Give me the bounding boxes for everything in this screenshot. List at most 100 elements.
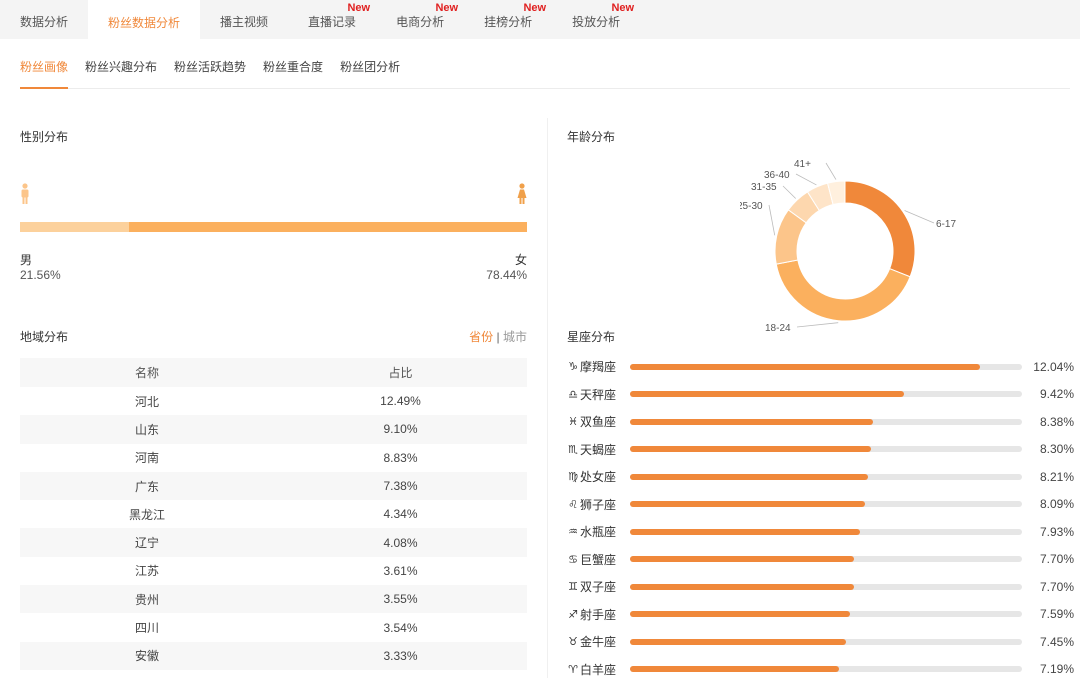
zodiac-icon: ♋ — [568, 553, 578, 566]
table-row: 广东 7.38% — [20, 471, 527, 501]
subtab-fans-club[interactable]: 粉丝团分析 — [340, 60, 401, 74]
zodiac-icon: ♐ — [568, 608, 578, 621]
zodiac-bar-fill — [630, 446, 871, 453]
zodiac-icon: ♑ — [568, 361, 578, 374]
zodiac-bar-track — [630, 446, 1022, 453]
zodiac-row: ♍ 处女座 8.21% — [567, 463, 1077, 491]
cell-name: 江苏 — [134, 564, 159, 579]
subtab-fans-activity[interactable]: 粉丝活跃趋势 — [174, 60, 247, 74]
tab-label: 挂榜分析 — [484, 15, 533, 29]
tab-creator-videos[interactable]: 播主视频 — [200, 0, 288, 39]
zodiac-bar-fill — [630, 611, 851, 618]
zodiac-list: ♑ 摩羯座 12.04% ♎ 天秤座 9.42% ♓ 双鱼座 8.38% ♏ 天蝎座 8.30% ♍ 处女… — [567, 353, 1077, 683]
donut-leader-line — [782, 185, 796, 199]
cell-name: 辽宁 — [134, 536, 159, 551]
donut-label: 31-35 — [751, 182, 777, 193]
zodiac-value: 12.04% — [1033, 359, 1074, 374]
tab-label: 直播记录 — [308, 15, 357, 29]
cell-ratio: 9.10% — [383, 422, 418, 437]
toggle-city[interactable]: 城市 — [502, 330, 527, 344]
zodiac-row: ♎ 天秤座 9.42% — [567, 381, 1077, 409]
donut-slice-18-24[interactable] — [775, 259, 911, 322]
zodiac-icon: ♏ — [568, 443, 578, 456]
zodiac-value: 8.38% — [1039, 414, 1074, 429]
new-badge: New — [523, 2, 547, 14]
age-title: 年龄分布 — [567, 130, 616, 144]
female-bar-segment — [129, 222, 527, 232]
zodiac-bar-fill — [630, 391, 904, 398]
zodiac-bar-track — [630, 363, 1022, 370]
cell-ratio: 7.38% — [383, 479, 418, 494]
tab-ad-analysis[interactable]: 投放分析 New — [552, 0, 640, 39]
donut-slice-6-17[interactable] — [844, 180, 916, 278]
zodiac-row: ♌ 狮子座 8.09% — [567, 491, 1077, 519]
table-row: 黑龙江 4.34% — [20, 500, 527, 528]
table-row: 江苏 3.61% — [20, 557, 527, 585]
table-row: 辽宁 4.08% — [20, 528, 527, 557]
male-icon — [21, 183, 29, 204]
male-bar-segment — [20, 222, 130, 232]
cell-ratio: 12.49% — [380, 394, 421, 409]
subtab-fans-overlap[interactable]: 粉丝重合度 — [263, 60, 324, 74]
female-percent: 78.44% — [486, 268, 527, 282]
zodiac-bar-fill — [630, 363, 980, 370]
zodiac-icon: ♎ — [568, 388, 578, 401]
tab-data-analysis[interactable]: 数据分析 — [0, 0, 88, 39]
zodiac-bar-fill — [630, 501, 865, 508]
top-tab-bar: 数据分析 粉丝数据分析 播主视频 直播记录 New 电商分析 New 挂榜分析 New… — [0, 0, 1080, 39]
zodiac-value: 7.93% — [1039, 524, 1074, 539]
zodiac-icon: ♊ — [568, 581, 578, 594]
zodiac-bar-track — [630, 501, 1022, 508]
header-ratio: 占比 — [388, 366, 413, 380]
toggle-province[interactable]: 省份 — [469, 330, 494, 344]
zodiac-bar-fill — [630, 418, 874, 425]
table-row: 贵州 3.55% — [20, 585, 527, 614]
tab-ranking-analysis[interactable]: 挂榜分析 New — [464, 0, 552, 39]
zodiac-title: 星座分布 — [567, 330, 616, 344]
zodiac-value: 7.19% — [1039, 662, 1074, 677]
cell-name: 贵州 — [134, 592, 159, 607]
zodiac-bar-fill — [630, 583, 854, 590]
zodiac-value: 7.45% — [1039, 634, 1074, 649]
cell-ratio: 3.54% — [383, 620, 418, 635]
zodiac-value: 9.42% — [1039, 387, 1074, 402]
cell-name: 广东 — [134, 479, 159, 494]
cell-ratio: 3.61% — [383, 563, 418, 578]
female-icon — [517, 183, 527, 204]
subtab-fans-profile[interactable]: 粉丝画像 — [20, 58, 69, 89]
gender-ratio-bar — [20, 222, 527, 232]
tab-label: 播主视频 — [220, 15, 269, 29]
zodiac-name: 双子座 — [580, 580, 617, 595]
donut-label: 25-30 — [740, 201, 763, 212]
female-label: 女 — [514, 253, 527, 267]
new-badge: New — [611, 2, 635, 14]
zodiac-row: ♊ 双子座 7.70% — [567, 573, 1077, 601]
cell-name: 河北 — [134, 394, 159, 409]
zodiac-icon: ♉ — [568, 636, 578, 649]
zodiac-name: 摩羯座 — [580, 360, 617, 375]
zodiac-bar-track — [630, 611, 1022, 618]
tab-fans-analysis[interactable]: 粉丝数据分析 — [88, 0, 201, 39]
zodiac-bar-fill — [630, 556, 854, 563]
table-row: 河北 12.49% — [20, 387, 527, 415]
zodiac-name: 金牛座 — [580, 635, 617, 650]
zodiac-name: 射手座 — [580, 607, 617, 622]
subtab-fans-interest[interactable]: 粉丝兴趣分布 — [85, 60, 158, 74]
donut-slice-41+[interactable] — [826, 180, 846, 206]
zodiac-name: 天蝎座 — [580, 442, 617, 457]
zodiac-name: 白羊座 — [580, 662, 617, 677]
table-header: 名称 占比 — [20, 358, 527, 387]
tab-label: 粉丝数据分析 — [108, 16, 181, 30]
tab-ecommerce-analysis[interactable]: 电商分析 New — [376, 0, 464, 39]
donut-leader-line — [904, 210, 935, 224]
zodiac-row: ♒ 水瓶座 7.93% — [567, 518, 1077, 546]
tab-live-records[interactable]: 直播记录 New — [288, 0, 376, 39]
zodiac-value: 7.70% — [1039, 552, 1074, 567]
zodiac-bar-fill — [630, 473, 869, 480]
cell-ratio: 8.83% — [383, 450, 418, 465]
toggle-separator: | — [496, 330, 500, 344]
zodiac-value: 7.70% — [1039, 579, 1074, 594]
cell-ratio: 4.34% — [383, 507, 418, 522]
table-row: 安徽 3.33% — [20, 641, 527, 670]
